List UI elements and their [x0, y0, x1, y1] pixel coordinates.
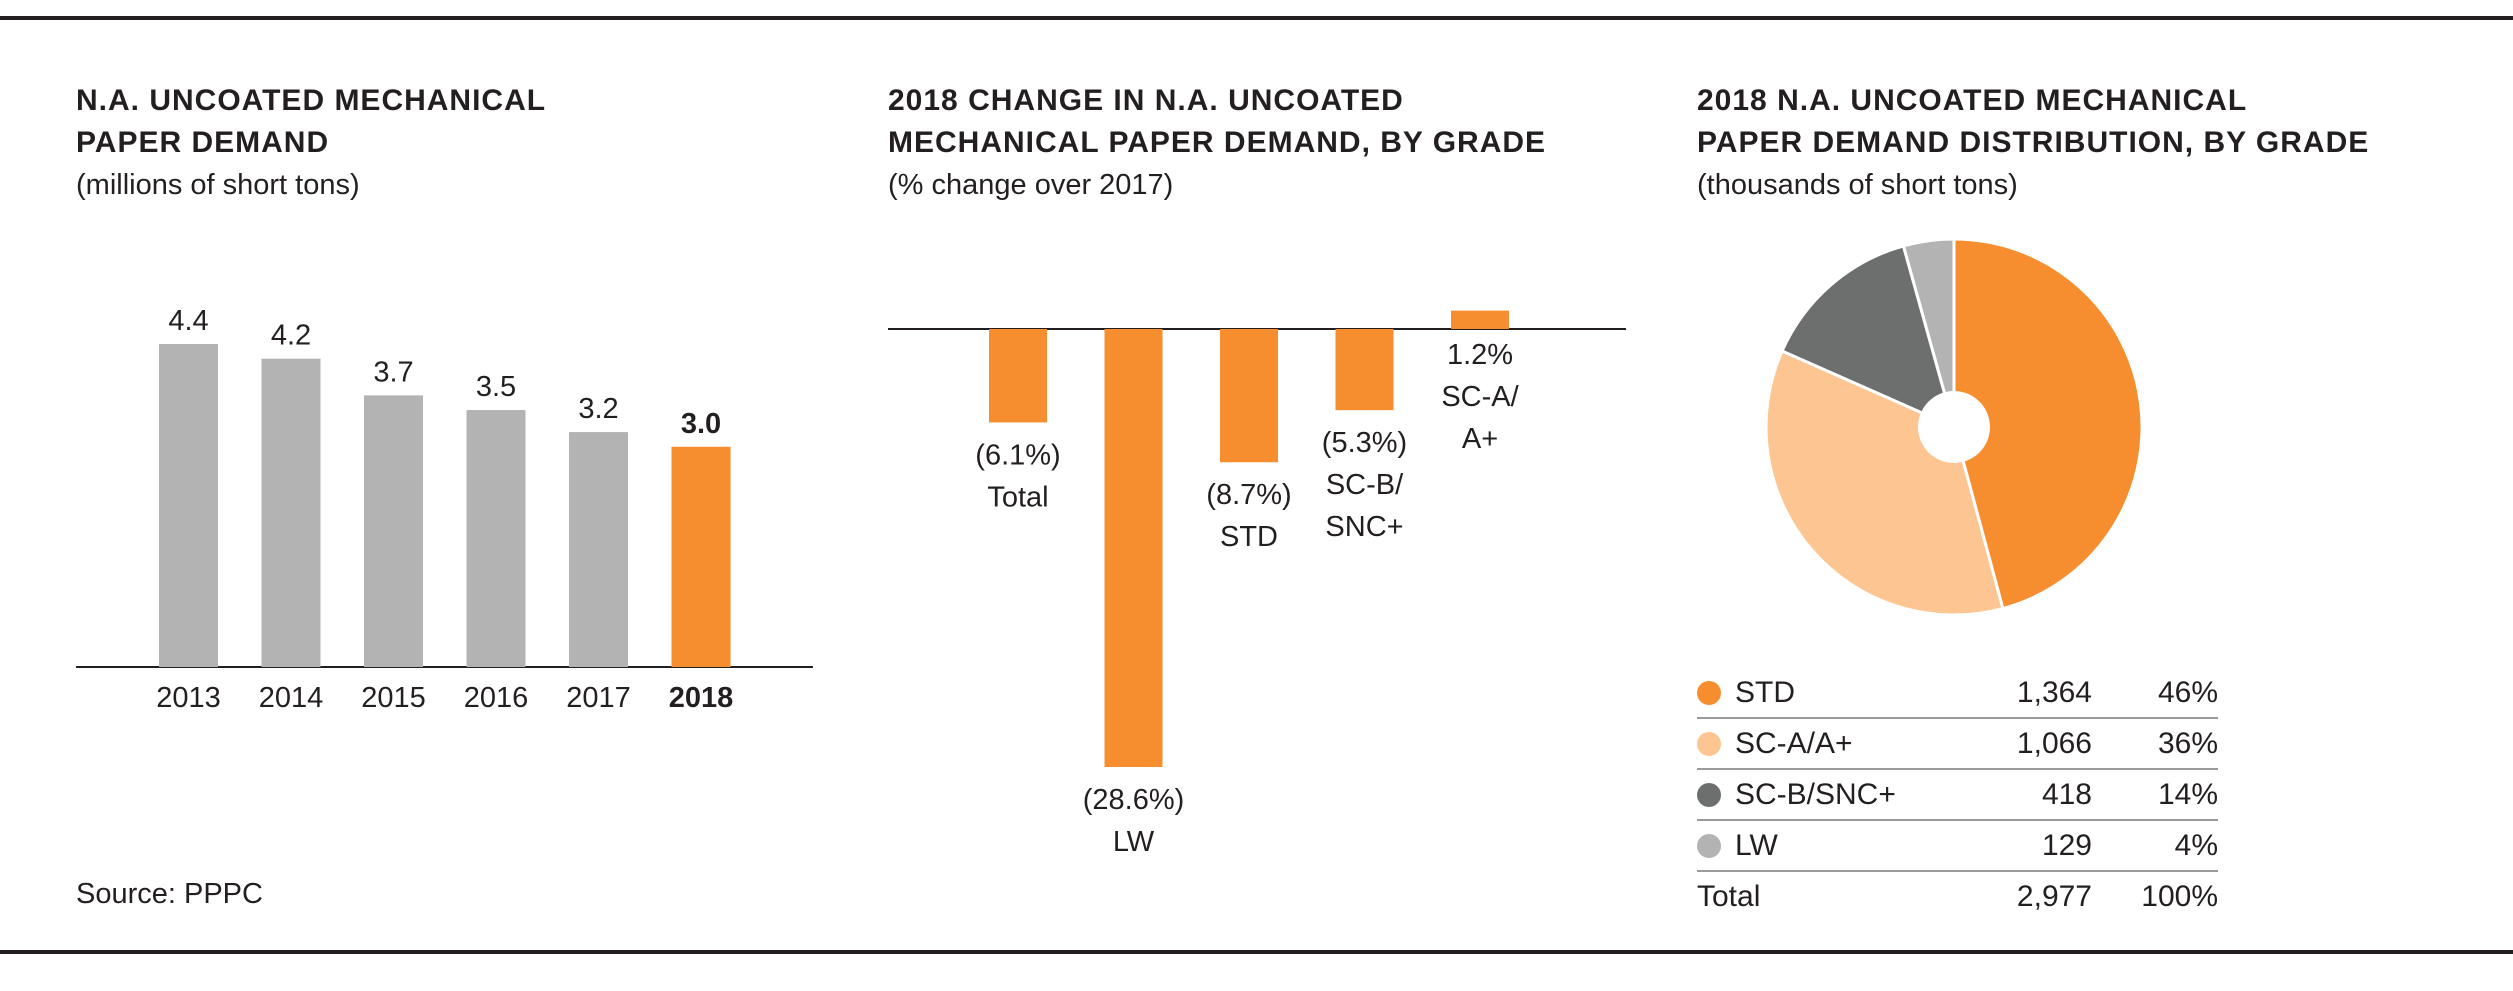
legend-row-sc-b-snc-: SC-B/SNC+ 418 14%	[1697, 769, 2218, 821]
demand-year-label-2017: 2017	[566, 682, 631, 714]
legend-label-sc-b-snc-: SC-B/SNC+	[1735, 777, 1896, 811]
legend-row-std: STD 1,364 46%	[1697, 668, 2218, 719]
legend-total-value: 2,977	[2016, 879, 2092, 913]
legend-swatch-lw	[1697, 833, 1721, 858]
distribution-legend-table: STD 1,364 46% SC-A/A+ 1,066 36% SC-B/SNC+ 418 14…	[1697, 668, 2218, 921]
pie-slice-lw	[1901, 237, 1956, 428]
demand-chart-subtitle: (millions of short tons)	[76, 169, 360, 201]
change-category-label-lw: LW	[1113, 826, 1155, 858]
demand-year-label-2014: 2014	[259, 682, 324, 714]
change-bar-sc-a-a-	[1451, 310, 1509, 329]
change-value-label-lw: (28.6%)	[1083, 784, 1185, 816]
demand-value-label-2013: 4.4	[168, 305, 208, 337]
change-category-label-sc-a-a-: SC-A/	[1441, 381, 1519, 413]
demand-title-line-1: N.A. UNCOATED MECHANICAL	[76, 84, 547, 117]
source-note: Source: PPPC	[76, 878, 263, 910]
demand-value-label-2018: 3.0	[681, 408, 721, 440]
legend-row-lw: LW 129 4%	[1697, 820, 2218, 872]
demand-bar-2015	[364, 395, 423, 667]
demand-chart-title: N.A. UNCOATED MECHANICAL PAPER DEMAND	[76, 80, 546, 164]
distribution-chart-title: 2018 N.A. UNCOATED MECHANICAL PAPER DEMA…	[1697, 80, 2369, 164]
change-value-label-sc-b-snc-: (5.3%)	[1322, 427, 1407, 459]
demand-year-label-2016: 2016	[464, 682, 529, 714]
change-chart-subtitle: (% change over 2017)	[888, 169, 1174, 201]
legend-swatch-sc-a-a-	[1697, 731, 1721, 756]
pie-slice-sc-a-a-	[1764, 348, 2005, 617]
legend-swatch-sc-b-snc-	[1697, 782, 1721, 807]
change-category-label-sc-a-a--2: A+	[1462, 423, 1498, 455]
demand-value-label-2016: 3.5	[476, 371, 516, 403]
demand-bar-2013	[159, 344, 218, 667]
legend-percent-std: 46%	[2092, 668, 2218, 719]
legend-percent-sc-b-snc-: 14%	[2092, 769, 2218, 821]
top-rule	[0, 16, 2513, 20]
legend-total-label: Total	[1697, 879, 1761, 913]
legend-percent-sc-a-a-: 36%	[2092, 718, 2218, 770]
demand-value-label-2014: 4.2	[271, 320, 311, 352]
change-category-label-sc-b-snc-: SC-B/	[1326, 469, 1404, 501]
change-value-label-std: (8.7%)	[1206, 479, 1291, 511]
change-chart-title: 2018 CHANGE IN N.A. UNCOATED MECHANICAL …	[888, 80, 1546, 164]
demand-value-label-2015: 3.7	[373, 356, 413, 388]
change-category-label-std: STD	[1220, 521, 1278, 553]
change-bar-lw	[1104, 329, 1163, 767]
demand-year-label-2018: 2018	[669, 682, 734, 714]
distribution-title-line-1: 2018 N.A. UNCOATED MECHANICAL	[1697, 84, 2248, 117]
distribution-title-line-2: PAPER DEMAND DISTRIBUTION, BY GRADE	[1697, 126, 2370, 159]
change-bar-std	[1220, 329, 1278, 463]
demand-year-label-2015: 2015	[361, 682, 426, 714]
change-title-line-2: MECHANICAL PAPER DEMAND, BY GRADE	[888, 126, 1547, 159]
legend-name-cell-lw: LW	[1697, 820, 1937, 872]
demand-value-label-2017: 3.2	[578, 393, 618, 425]
demand-bar-2014	[261, 358, 321, 667]
demand-bar-2018	[671, 446, 731, 667]
legend-percent-lw: 4%	[2092, 820, 2218, 872]
legend-total-row: Total 2,977 100%	[1697, 871, 2218, 921]
legend-value-std: 1,364	[1937, 668, 2092, 719]
change-category-label-total: Total	[987, 481, 1048, 513]
demand-bar-2016	[466, 410, 526, 667]
bottom-rule	[0, 950, 2513, 954]
legend-label-lw: LW	[1735, 828, 1778, 862]
pie-slice-std	[1952, 237, 2144, 611]
legend-row-sc-a-a-: SC-A/A+ 1,066 36%	[1697, 718, 2218, 770]
legend-label-std: STD	[1735, 675, 1795, 709]
change-title-line-1: 2018 CHANGE IN N.A. UNCOATED	[888, 84, 1404, 117]
legend-value-lw: 129	[1937, 820, 2092, 872]
legend-name-cell-sc-a-a-: SC-A/A+	[1697, 718, 1937, 770]
legend-name-cell-sc-b-snc-: SC-B/SNC+	[1697, 769, 1937, 821]
demand-year-label-2013: 2013	[156, 682, 221, 714]
pie-slice-sc-b-snc-	[1780, 244, 1957, 430]
change-value-label-sc-a-a-: 1.2%	[1447, 339, 1513, 371]
change-value-label-total: (6.1%)	[975, 439, 1060, 471]
pie-center-hole	[1918, 391, 1990, 463]
change-bar-total	[989, 329, 1047, 423]
legend-value-sc-b-snc-: 418	[1937, 769, 2092, 821]
change-category-label-sc-b-snc--2: SNC+	[1325, 511, 1403, 543]
distribution-chart-subtitle: (thousands of short tons)	[1697, 169, 2018, 201]
legend-total-percent: 100%	[2141, 879, 2218, 913]
change-bar-sc-b-snc-	[1335, 329, 1394, 411]
legend-label-sc-a-a-: SC-A/A+	[1735, 726, 1853, 760]
demand-title-line-2: PAPER DEMAND	[76, 126, 330, 159]
legend-swatch-std	[1697, 680, 1721, 705]
demand-bar-2017	[569, 432, 628, 667]
legend-name-cell-std: STD	[1697, 668, 1937, 719]
legend-value-sc-a-a-: 1,066	[1937, 718, 2092, 770]
